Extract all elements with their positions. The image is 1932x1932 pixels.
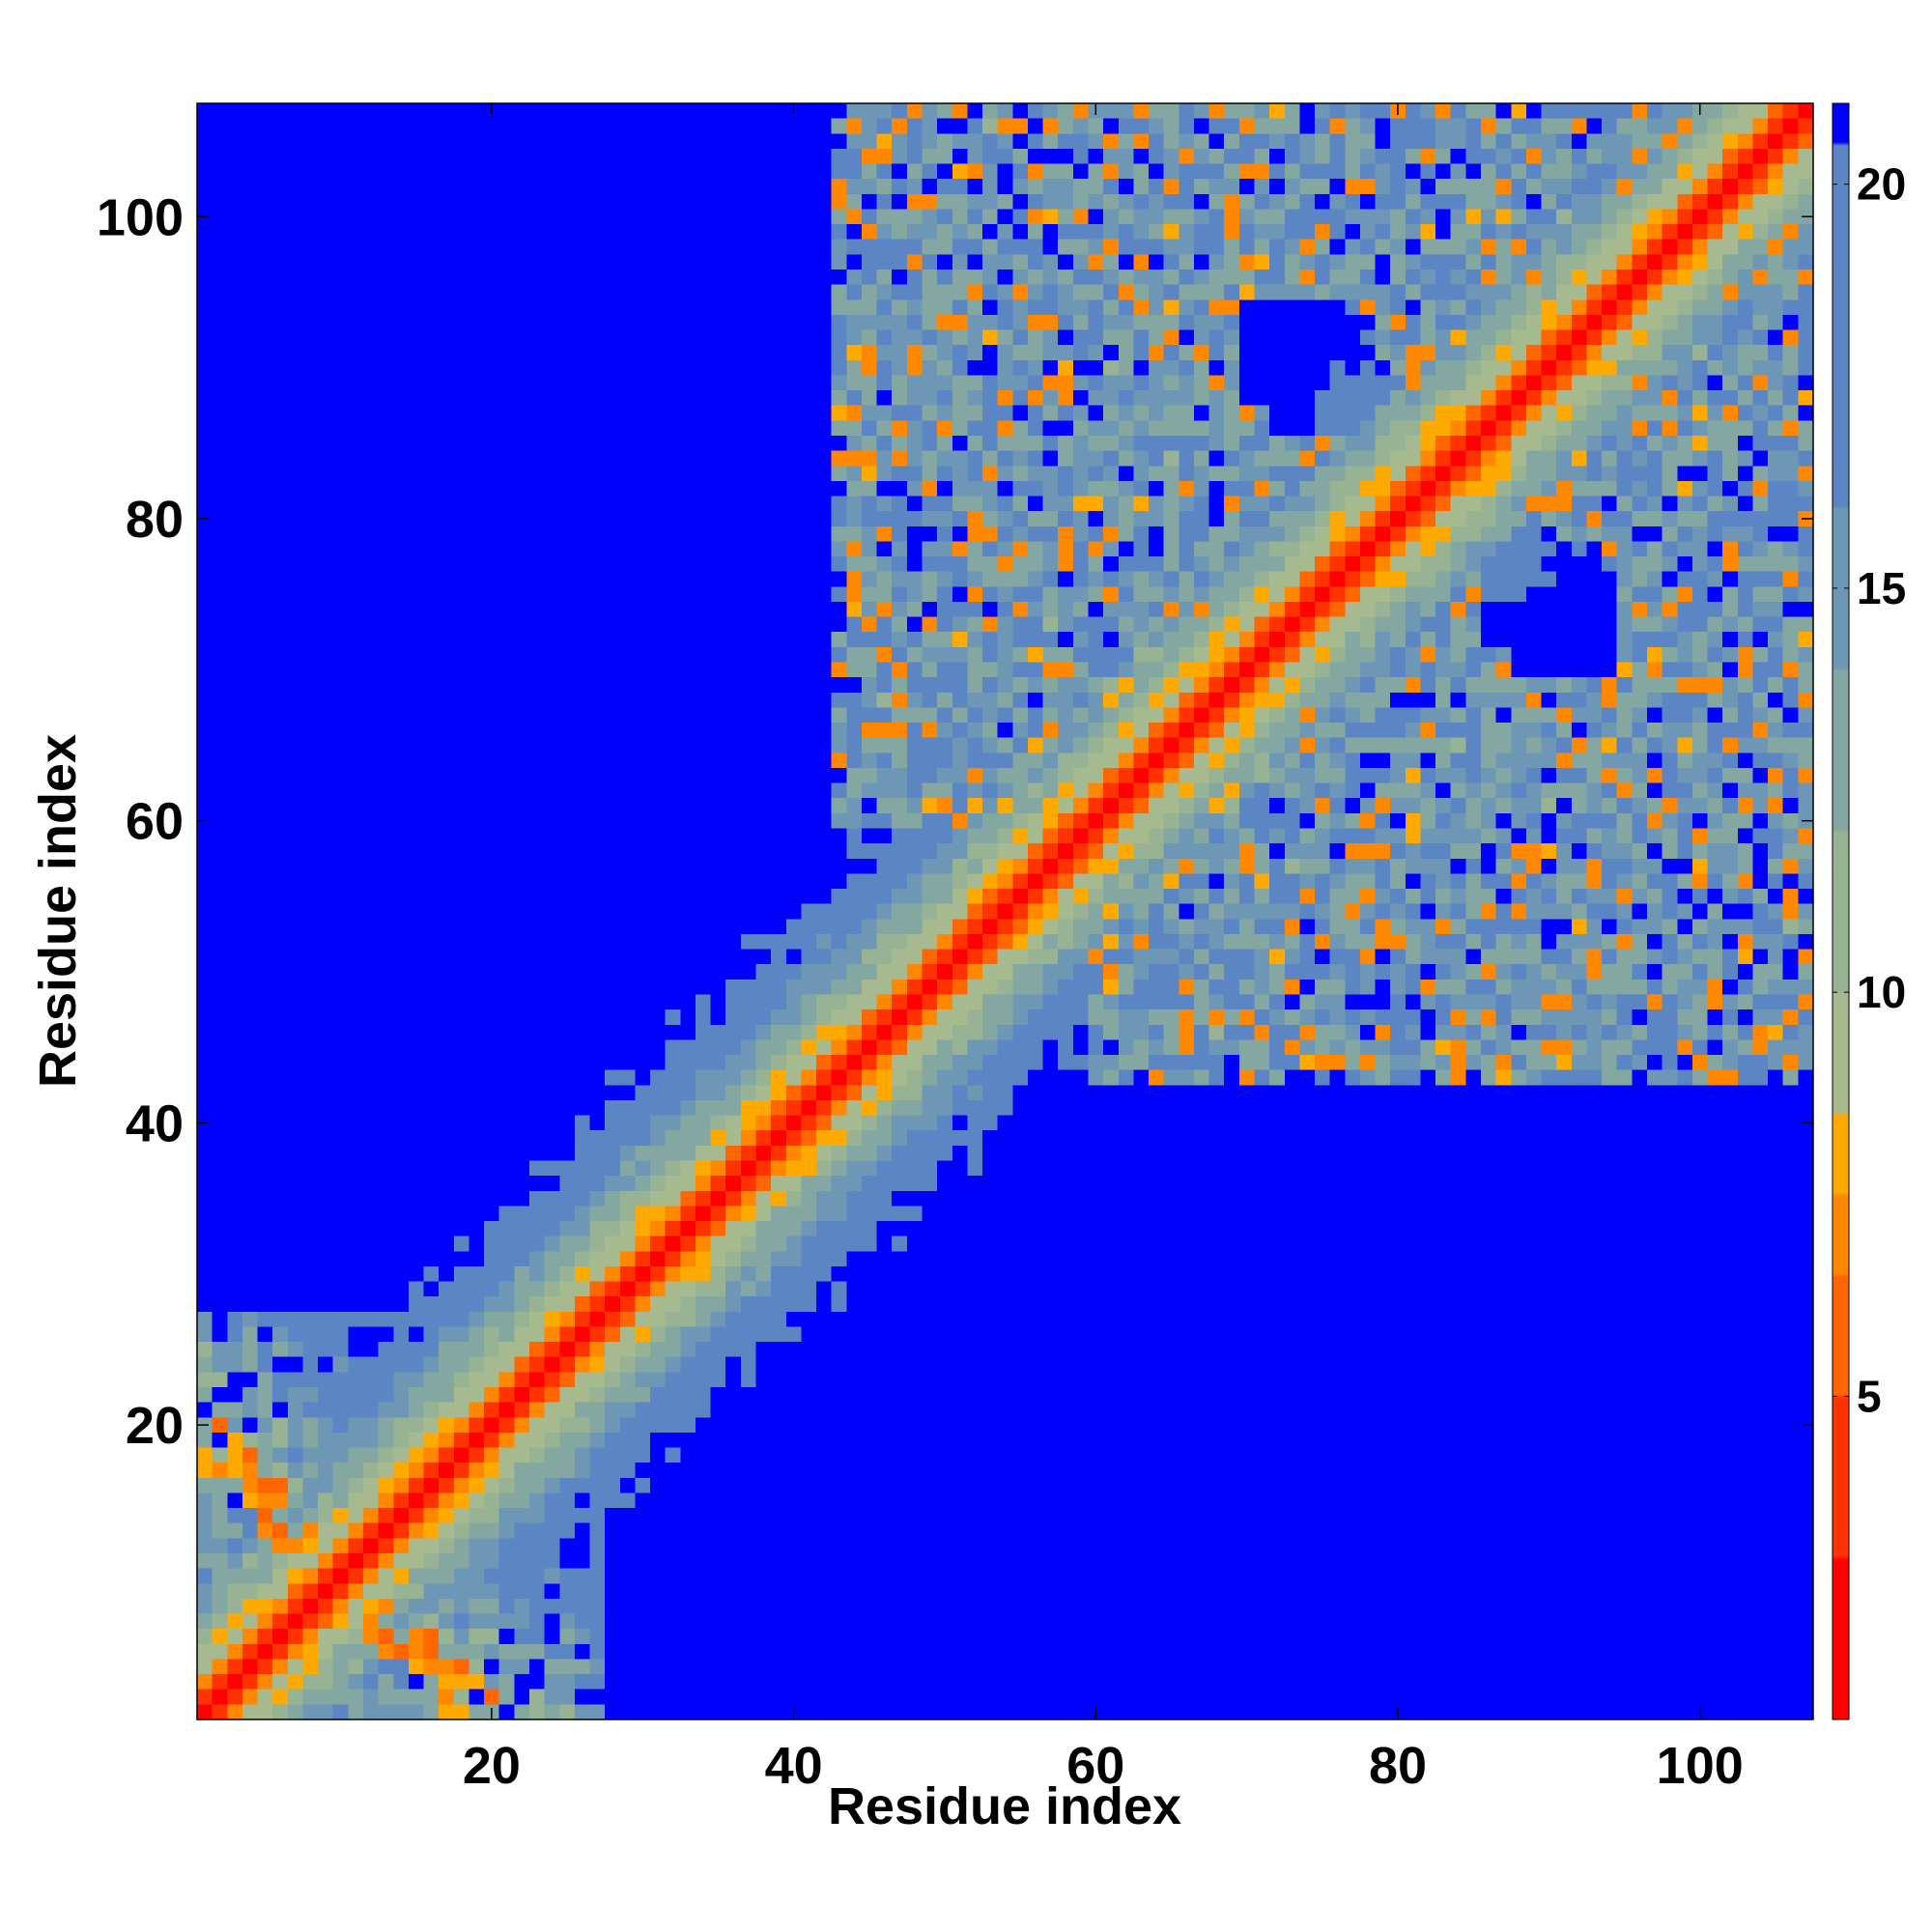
y-axis-ticks: 20 40 60 80 100 (97, 188, 1813, 1455)
colorbar-frame (1832, 102, 1850, 1720)
colorbar-tick-label: 10 (1857, 967, 1906, 1017)
y-tick-label: 100 (97, 188, 184, 246)
colorbar-ticks: 5 10 15 20 (1833, 159, 1906, 1421)
colorbar-tick-label: 15 (1857, 563, 1906, 613)
x-tick-label: 60 (1066, 1737, 1124, 1795)
colorbar-tick-label: 5 (1857, 1371, 1882, 1421)
colorbar-tick-label: 20 (1857, 159, 1906, 210)
y-tick-label: 80 (126, 491, 184, 549)
x-axis-label: Residue index (828, 1777, 1181, 1835)
y-axis-label: Residue index (29, 734, 87, 1088)
x-tick-label: 100 (1657, 1737, 1744, 1795)
y-tick-label: 60 (126, 793, 184, 851)
y-tick-label: 20 (126, 1397, 184, 1455)
x-axis-ticks: 20 40 60 80 100 (463, 103, 1744, 1795)
distance-heatmap (197, 103, 1813, 1719)
y-tick-label: 40 (126, 1094, 184, 1152)
colorbar (1833, 103, 1849, 1719)
plot-frame (196, 102, 1814, 1720)
x-tick-label: 40 (765, 1737, 823, 1795)
x-tick-label: 20 (463, 1737, 521, 1795)
x-tick-label: 80 (1369, 1737, 1427, 1795)
